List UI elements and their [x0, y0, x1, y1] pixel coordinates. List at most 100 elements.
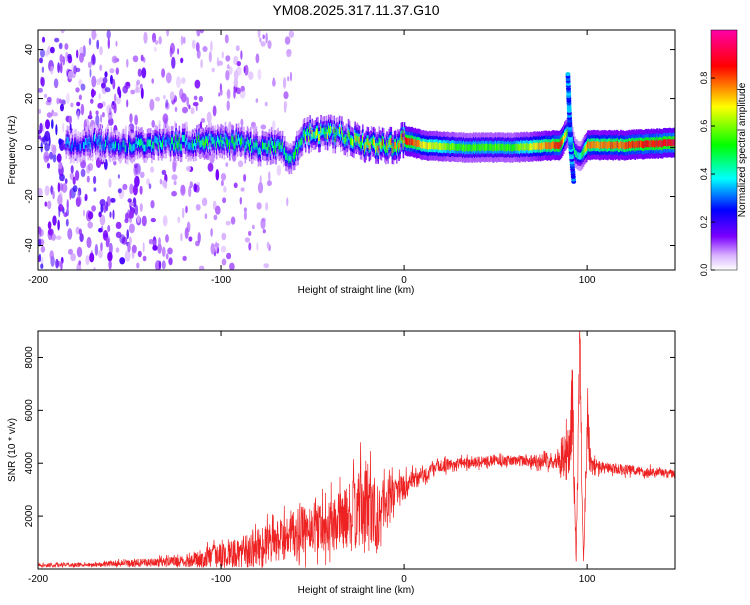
spectrogram-noise-cell: [148, 183, 152, 190]
x-tick-label: 100: [579, 574, 596, 585]
spectrogram-noise-cell: [186, 96, 189, 107]
spectrogram-ridge-cell: [485, 143, 487, 151]
spectrogram-noise-cell: [99, 64, 103, 71]
spectrogram-noise-cell: [53, 78, 59, 89]
spectrogram-ridge-cell: [287, 153, 289, 161]
spectrogram-noise-cell: [229, 262, 235, 270]
spectrogram-noise-cell: [85, 255, 90, 266]
spectrogram-ridge-cell: [565, 131, 567, 139]
spectrogram-ridge-cell: [139, 140, 141, 147]
spectrogram-ridge-cell: [603, 141, 606, 148]
spectrogram-ridge-cell: [440, 143, 442, 150]
spectrogram-noise-cell: [165, 72, 172, 84]
spectrogram-ridge-cell: [581, 150, 584, 158]
spectrogram-ridge-cell: [242, 137, 244, 145]
spectrogram-ridge-cell: [281, 142, 284, 150]
spectrogram-noise-cell: [75, 170, 80, 181]
spectrogram-ridge-cell: [315, 128, 318, 136]
spectrogram-ridge-cell: [332, 135, 334, 143]
spectrogram-ridge-cell: [324, 131, 327, 139]
spectrogram-ridge-cell: [312, 131, 315, 139]
spectrogram-ridge-cell: [125, 146, 128, 153]
colorbar-tick-label: 0.4: [699, 168, 709, 181]
spectrogram-ridge-cell: [641, 140, 643, 148]
spectrogram-ridge-cell: [469, 143, 472, 151]
colorbar-gradient: [710, 29, 738, 271]
spectrogram-noise-cell: [111, 55, 118, 64]
spectrogram-noise-cell: [213, 214, 218, 221]
spectrogram-noise-cell: [99, 214, 106, 226]
spectrogram-noise-cell: [54, 37, 60, 43]
spectrogram-noise-cell: [270, 159, 274, 165]
spectrogram-noise-cell: [79, 233, 84, 243]
colorbar-label: Normalized spectral amplitude: [737, 82, 748, 217]
snr-x-label: Height of straight line (km): [298, 585, 415, 596]
spectrogram-noise-cell: [47, 228, 53, 241]
spectrogram-ridge-cell: [190, 142, 193, 150]
spectrogram-ridge-cell: [418, 140, 420, 147]
spectrogram-ridge-cell: [625, 141, 628, 149]
spectrogram-noise-cell: [272, 79, 276, 87]
colorbar-tick-label: 0.2: [699, 216, 709, 229]
snr-y-ticks: 2000 4000 6000 8000: [24, 346, 675, 527]
spectrogram-ridge-cell: [646, 140, 648, 148]
spectrogram-ridge-cell: [277, 139, 279, 146]
spectrogram-noise-cell: [127, 243, 131, 253]
spectrogram-ridge-cell: [289, 154, 292, 162]
spectrogram-ridge-cell: [311, 129, 314, 137]
spectrogram-noise-cell: [65, 218, 69, 227]
spectrogram-noise-cell: [151, 120, 155, 128]
spectrogram-ridge-cell: [195, 142, 197, 150]
spectrogram-ridge-cell: [177, 142, 180, 150]
spectrogram-ridge-cell: [656, 139, 658, 147]
spectrogram-ridge-cell: [605, 141, 608, 149]
spectrogram-noise-cell: [182, 255, 187, 261]
spectrogram-ridge-cell: [241, 137, 243, 145]
spectrogram-noise-cell: [110, 74, 113, 85]
spectrogram-ridge-cell: [102, 142, 105, 149]
spectrogram-noise-cell: [240, 50, 243, 60]
spectrogram-ridge-cell: [564, 132, 566, 140]
spectrogram-ridge-cell: [351, 138, 353, 146]
spectrogram-ridge-cell: [650, 139, 653, 147]
spectrogram-ridge-cell: [416, 140, 419, 147]
spectrogram-noise-cell: [38, 108, 41, 114]
spectrogram-ridge-cell: [146, 140, 149, 148]
spectrogram-noise-cell: [86, 175, 90, 183]
spectrogram-ridge-cell: [323, 127, 326, 135]
spectrogram-noise-cell: [255, 53, 260, 64]
spectrogram-noise-cell: [117, 174, 120, 179]
spectrogram-ridge-cell: [556, 141, 558, 149]
spectrogram-noise-cell: [87, 61, 92, 69]
spectrogram-noise-cell: [41, 36, 46, 43]
spectrogram-ridge-cell: [358, 137, 361, 144]
spectrogram-ridge-cell: [415, 140, 418, 148]
spectrogram-ridge-cell: [121, 142, 124, 149]
spectrogram-noise-cell: [95, 110, 99, 115]
spectrogram-ridge-cell: [546, 142, 549, 150]
spectrogram-ridge-cell: [343, 136, 345, 144]
spectrogram-noise-cell: [225, 70, 230, 81]
colorbar-ticks: 0.0 0.2 0.4 0.6 0.8: [699, 72, 715, 276]
spectrogram-ridge-cell: [123, 140, 126, 148]
spectrogram-noise-cell: [152, 240, 157, 246]
spectrogram-ridge-cell: [354, 132, 356, 140]
spectrogram-ridge-cell: [174, 142, 176, 150]
spectrogram-noise-cell: [276, 165, 282, 176]
spectrogram-ridge-cell: [155, 136, 158, 144]
spectrogram-noise-cell: [204, 213, 208, 220]
spectrogram-noise-cell: [186, 165, 191, 172]
spectrogram-noise-cell: [162, 113, 169, 124]
spectrogram-noise-cell: [233, 70, 239, 81]
spectrogram-ridge-cell: [314, 131, 317, 139]
spectrogram-noise-cell: [180, 184, 185, 195]
spectrogram-ridge-cell: [486, 143, 488, 151]
spectrogram-ridge-cell: [262, 141, 264, 149]
spectrogram-ridge-cell: [129, 142, 131, 150]
y-tick-label: 40: [24, 44, 35, 56]
spectrogram-ridge-cell: [75, 140, 77, 148]
spectrogram-ridge-cell: [405, 137, 408, 145]
x-tick-label: 100: [579, 275, 596, 286]
spectrogram-ridge-cell: [368, 143, 371, 151]
